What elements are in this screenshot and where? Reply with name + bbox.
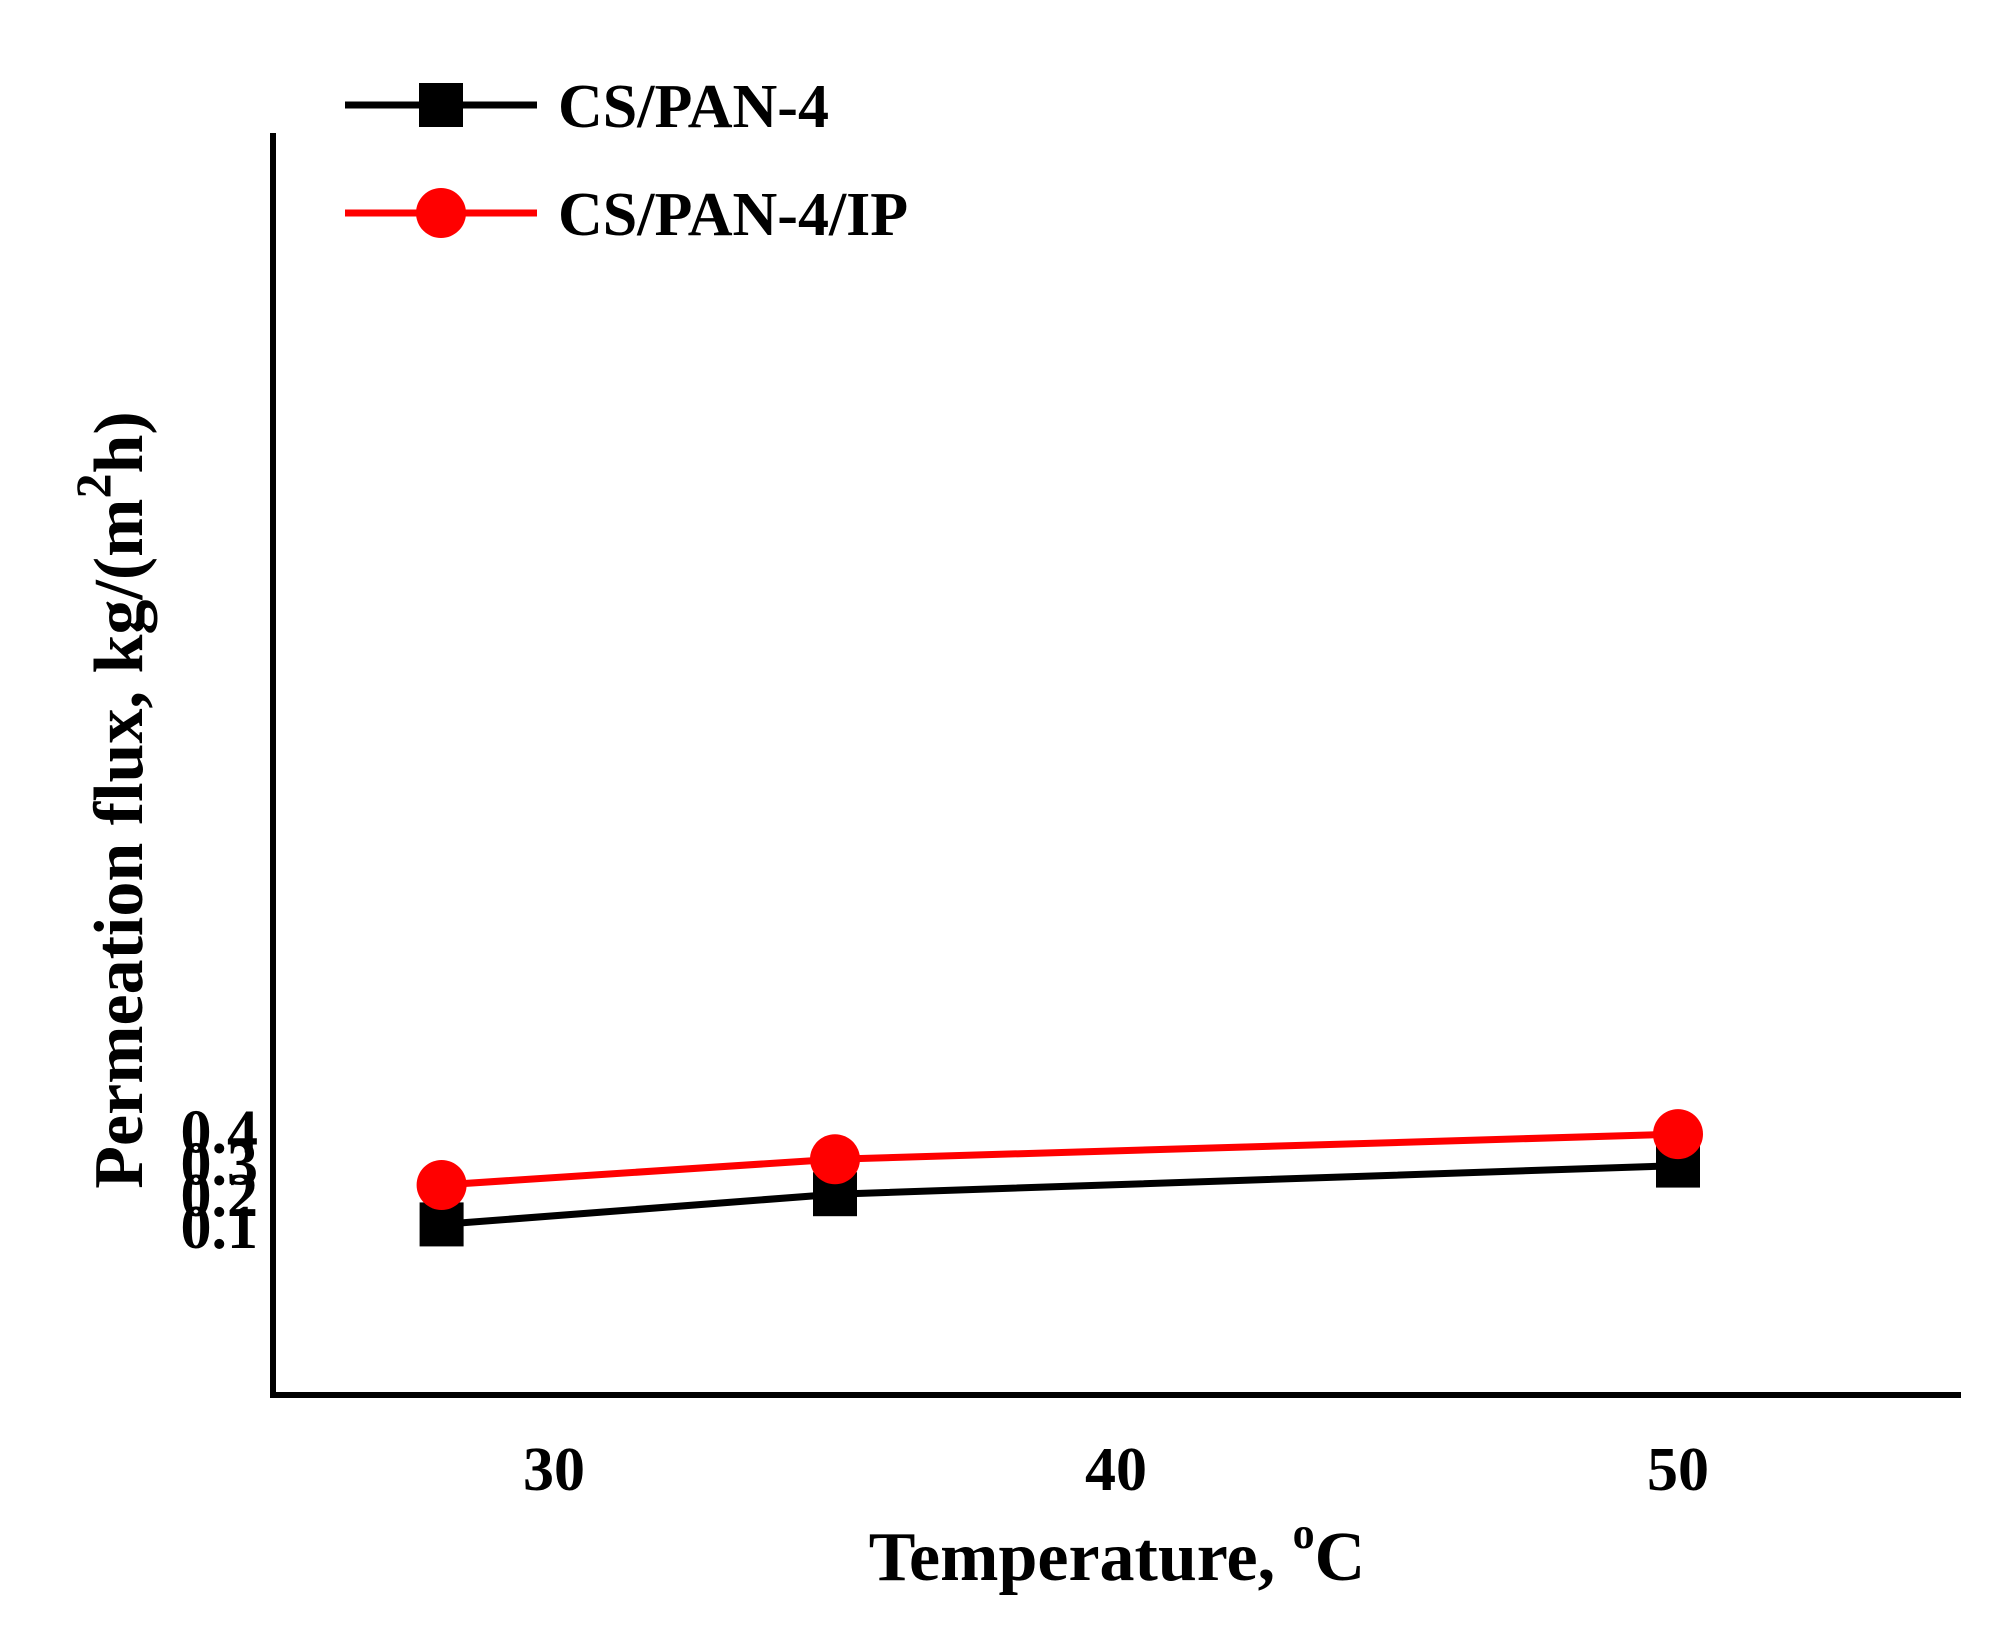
- data-point-circle: [810, 1134, 860, 1185]
- series-1: [419, 1143, 1700, 1247]
- legend-marker-circle: [416, 188, 466, 238]
- series-line: [441, 1130, 1679, 1189]
- data-point-circle: [416, 1159, 467, 1210]
- tick-labels: 30 40 50 0.10.20.30.4: [181, 1099, 1710, 1504]
- y-tick-label: 0.2: [181, 1162, 259, 1230]
- x-axis-title: Temperature, oC: [869, 1509, 1365, 1596]
- x-tick-label: 50: [1647, 1436, 1709, 1504]
- series-2: [416, 1109, 1703, 1210]
- x-axis-title-unit: C: [1315, 1519, 1366, 1596]
- x-axis-title-superscript: o: [1293, 1509, 1315, 1558]
- legend-label: CS/PAN-4: [558, 73, 829, 141]
- legend-item-2: CS/PAN-4/IP: [345, 181, 908, 249]
- axes: [270, 133, 1961, 1398]
- y-tick-label: 0.4: [181, 1099, 259, 1167]
- plot-area: [416, 1109, 1703, 1247]
- y-tick-label: 0.1: [181, 1194, 259, 1262]
- y-axis-title-superscript: 2: [65, 474, 121, 499]
- data-point-circle: [1653, 1109, 1703, 1160]
- y-axis-title-unit: h): [81, 411, 158, 473]
- y-axis-title: Permeation flux, kg/(m2h): [65, 411, 158, 1188]
- legend-label: CS/PAN-4/IP: [558, 181, 908, 249]
- legend-item-1: CS/PAN-4: [345, 73, 829, 141]
- legend-marker-square: [419, 83, 463, 127]
- legend: CS/PAN-4 CS/PAN-4/IP: [345, 73, 908, 249]
- x-tick-label: 40: [1085, 1436, 1147, 1504]
- x-tick-label: 30: [523, 1436, 585, 1504]
- y-tick-label: 0.3: [181, 1130, 259, 1198]
